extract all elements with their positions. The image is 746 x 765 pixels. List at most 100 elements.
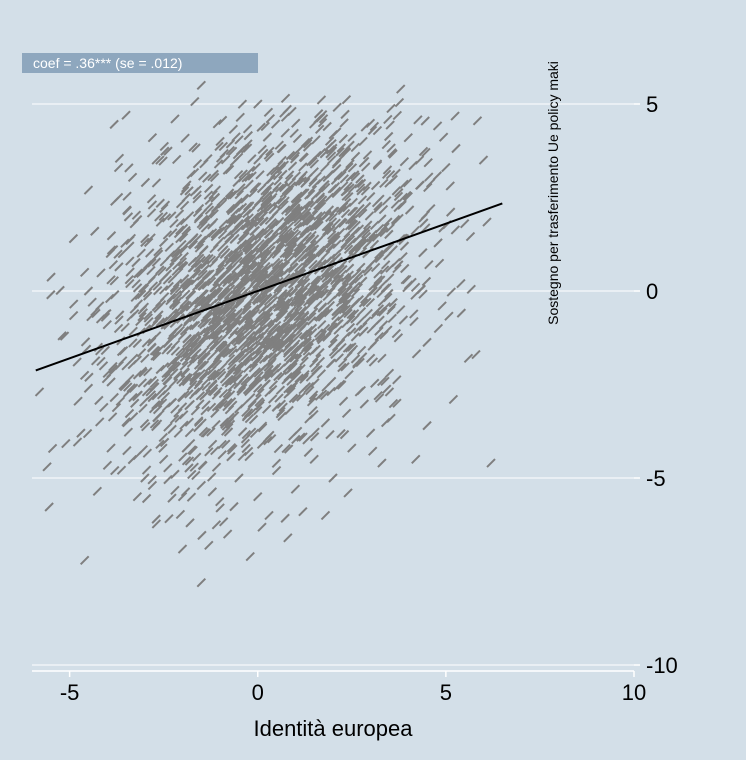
data-point	[337, 358, 348, 368]
data-point	[388, 149, 398, 159]
data-point	[218, 306, 228, 317]
data-point	[247, 407, 257, 418]
data-point	[289, 347, 300, 357]
data-point	[296, 237, 307, 247]
data-point	[355, 183, 366, 193]
data-point	[46, 272, 56, 282]
data-point	[198, 460, 208, 471]
data-point	[294, 248, 304, 259]
data-point	[357, 238, 367, 248]
data-point	[361, 229, 371, 239]
data-points	[34, 80, 496, 588]
data-point	[482, 217, 492, 227]
data-point	[184, 389, 194, 399]
data-point	[121, 361, 131, 371]
data-point	[465, 231, 476, 242]
data-point	[184, 456, 195, 466]
data-point	[433, 323, 444, 334]
data-point	[332, 305, 342, 316]
data-point	[69, 299, 79, 309]
data-point	[343, 308, 353, 319]
y-tick-label: -5	[646, 466, 666, 491]
data-point	[222, 329, 233, 339]
data-point	[366, 287, 376, 297]
data-point	[179, 273, 190, 284]
data-point	[225, 145, 236, 156]
data-point	[242, 255, 252, 266]
data-point	[235, 352, 245, 363]
data-point	[271, 207, 282, 217]
data-point	[299, 152, 309, 163]
data-point	[400, 263, 410, 274]
data-point	[332, 382, 343, 392]
data-point	[120, 322, 130, 333]
data-point	[432, 121, 443, 131]
data-point	[118, 356, 128, 366]
data-point	[265, 322, 275, 333]
data-point	[350, 332, 361, 342]
data-point	[263, 296, 274, 307]
data-point	[278, 402, 288, 412]
data-point	[342, 202, 352, 213]
data-point	[208, 386, 219, 397]
data-point	[288, 431, 298, 441]
data-point	[147, 480, 158, 491]
data-point	[246, 335, 257, 345]
data-point	[237, 348, 247, 358]
data-point	[326, 151, 337, 161]
data-point	[160, 391, 171, 402]
data-point	[278, 169, 288, 180]
data-point	[237, 239, 248, 249]
data-point	[274, 393, 284, 403]
data-point	[347, 218, 357, 229]
data-point	[247, 272, 257, 283]
data-point	[326, 155, 337, 165]
data-point	[243, 385, 253, 395]
data-point	[341, 294, 352, 304]
data-point	[322, 256, 333, 266]
data-point	[343, 240, 354, 251]
data-point	[320, 510, 331, 521]
data-point	[102, 460, 113, 470]
data-point	[472, 116, 483, 126]
data-point	[371, 307, 381, 317]
data-point	[234, 189, 244, 200]
data-point	[214, 401, 225, 412]
data-point	[378, 320, 389, 330]
data-point	[206, 402, 217, 413]
data-point	[300, 228, 310, 239]
data-point	[310, 275, 320, 285]
data-point	[128, 412, 139, 422]
data-point	[107, 412, 118, 422]
data-point	[228, 124, 239, 135]
data-point	[359, 399, 370, 409]
data-point	[218, 388, 229, 399]
data-point	[170, 404, 180, 414]
data-point	[211, 462, 222, 472]
data-point	[258, 312, 268, 323]
data-point	[380, 260, 391, 270]
data-point	[217, 115, 228, 126]
data-point	[325, 149, 335, 159]
data-point	[303, 173, 313, 183]
data-point	[393, 191, 404, 202]
data-point	[307, 185, 318, 195]
data-point	[148, 273, 158, 283]
data-point	[326, 386, 336, 397]
data-point	[300, 252, 310, 262]
data-point	[263, 176, 273, 187]
data-point	[337, 282, 347, 292]
data-point	[194, 280, 205, 290]
data-point	[300, 283, 310, 293]
data-point	[386, 103, 396, 114]
data-point	[337, 287, 348, 297]
data-point	[318, 182, 328, 192]
data-point	[193, 262, 203, 273]
data-point	[196, 239, 206, 250]
data-point	[330, 275, 340, 286]
data-point	[380, 222, 390, 232]
data-point	[337, 269, 348, 280]
data-point	[381, 139, 392, 150]
data-point	[171, 300, 181, 311]
data-point	[322, 121, 332, 132]
